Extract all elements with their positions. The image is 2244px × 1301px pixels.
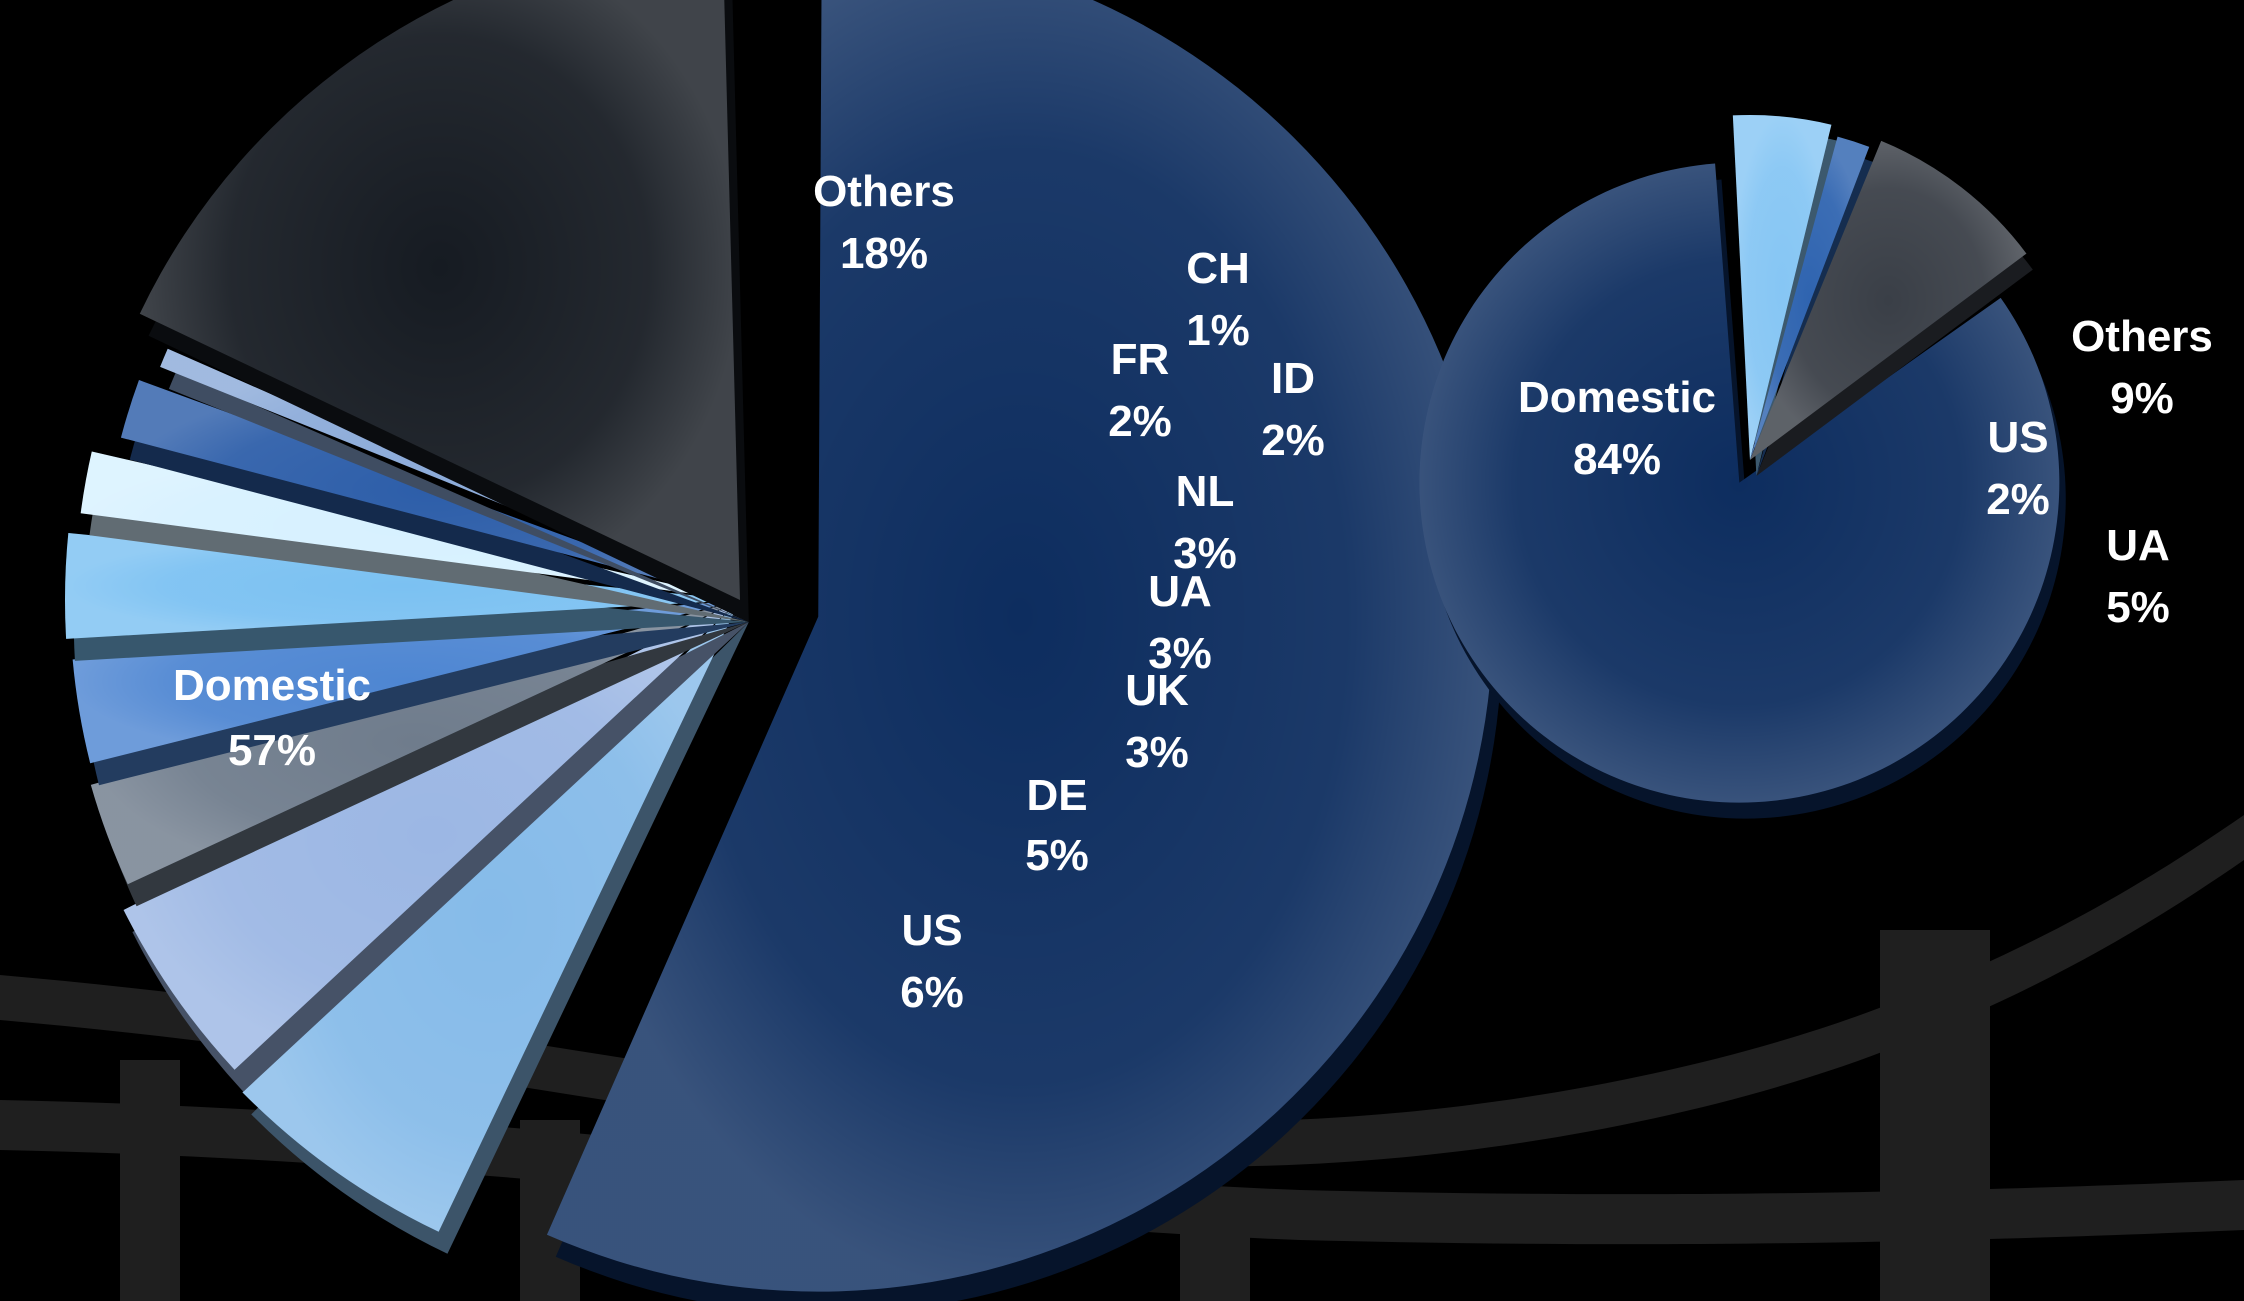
slice-value-others: 9%	[2110, 374, 2174, 423]
slice-value-nl: 3%	[1173, 529, 1237, 578]
slice-value-fr: 2%	[1108, 397, 1172, 446]
slice-label-us: US	[1987, 413, 2048, 462]
slice-label-others: Others	[2071, 312, 2213, 361]
pie-slice-gloss	[1419, 163, 2060, 803]
slice-label-ch: CH	[1186, 244, 1250, 293]
slice-value-others: 18%	[840, 229, 928, 278]
slice-value-ua: 3%	[1148, 629, 1212, 678]
slice-label-ua: UA	[1148, 567, 1212, 616]
slice-label-us: US	[901, 906, 962, 955]
pie-slice-gloss	[1750, 136, 1870, 460]
pie-chart-left: Domestic57%US6%DE5%UK3%UA3%NL3%ID2%FR2%C…	[65, 0, 1503, 1301]
pie-slice-gloss	[72, 600, 741, 764]
slice-value-domestic: 84%	[1573, 435, 1661, 484]
pie-slice-side-uk	[99, 622, 749, 907]
pie-slice-gloss	[1750, 140, 2027, 461]
bridge-pillar	[1880, 930, 1990, 1301]
slice-label-domestic: Domestic	[173, 661, 371, 710]
pie-slice-gloss	[65, 532, 741, 639]
slice-value-ua: 5%	[2106, 583, 2170, 632]
pie-slice-side-ch	[168, 370, 749, 622]
pie-slice-gloss	[123, 600, 741, 1070]
slice-label-de: DE	[1026, 771, 1087, 820]
slice-value-id: 2%	[1261, 416, 1325, 465]
slice-label-id: ID	[1271, 354, 1315, 403]
slice-label-others: Others	[813, 167, 955, 216]
pie-slice-gloss	[139, 0, 740, 600]
slice-label-domestic: Domestic	[1518, 373, 1716, 422]
pie-chart-right: Domestic 84% UA 5% US 2% Others 9%	[1419, 114, 2213, 819]
slice-value-uk: 3%	[1125, 728, 1189, 777]
slice-value-domestic: 57%	[228, 726, 316, 775]
slice-value-ch: 1%	[1186, 306, 1250, 355]
pie-slice-side-ua	[81, 622, 749, 786]
slice-value-de: 5%	[1025, 831, 1089, 880]
pie-slice-gloss	[242, 600, 740, 1232]
slice-label-nl: NL	[1176, 467, 1235, 516]
pie-slice-gloss	[90, 600, 741, 885]
pie-slice-gloss	[1732, 114, 1832, 460]
pie-slice-gloss	[546, 0, 1494, 1292]
slice-label-ua: UA	[2106, 521, 2170, 570]
bridge-pillar	[120, 1060, 180, 1301]
bridge-silhouette	[0, 815, 2244, 1301]
bridge-deck	[0, 815, 2244, 1167]
bridge-pillar	[1180, 1200, 1250, 1301]
slice-value-us: 6%	[900, 968, 964, 1017]
slice-label-fr: FR	[1111, 335, 1170, 384]
slice-value-us: 2%	[1986, 475, 2050, 524]
slice-label-uk: UK	[1125, 666, 1189, 715]
